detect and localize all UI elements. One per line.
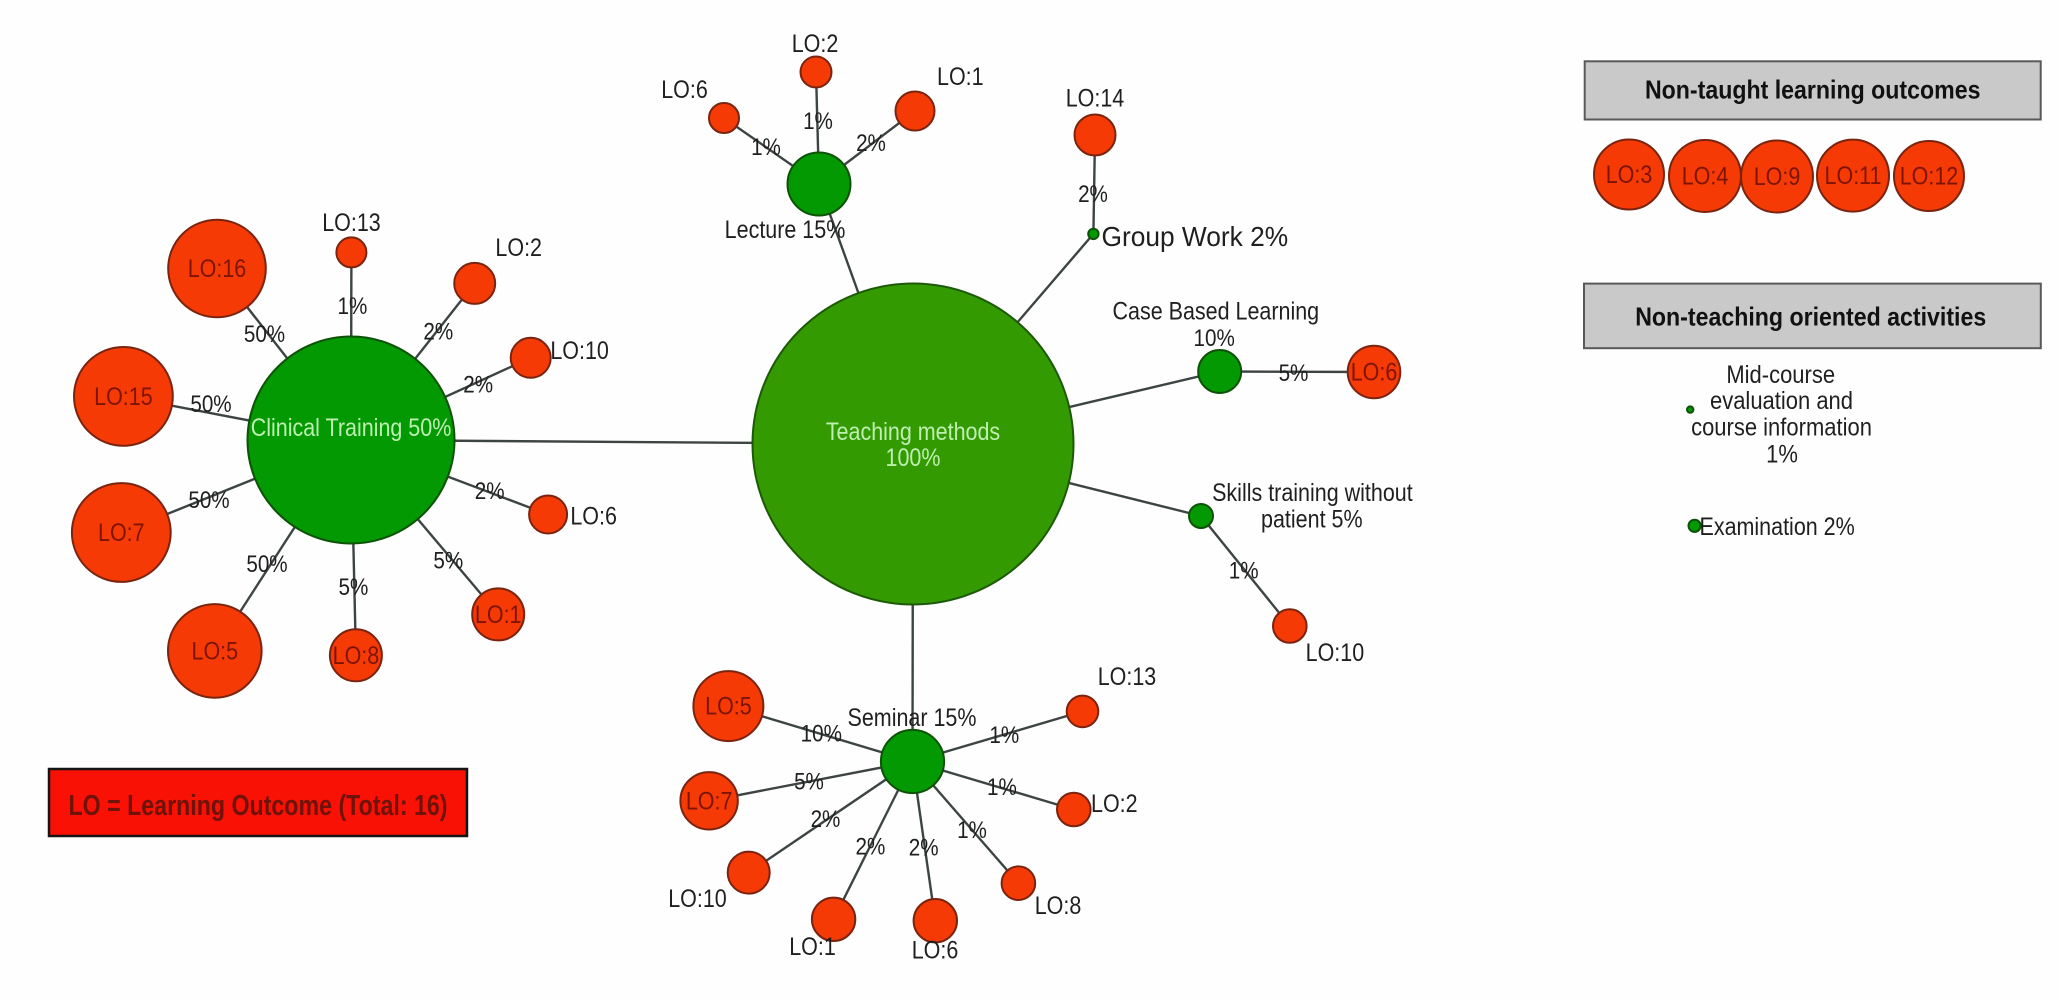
svg-text:2%: 2%: [856, 130, 886, 157]
svg-text:10%: 10%: [1194, 325, 1235, 352]
svg-text:2%: 2%: [909, 834, 939, 861]
svg-text:LO:12: LO:12: [1900, 162, 1959, 190]
svg-text:Non-taught learning outcomes: Non-taught learning outcomes: [1645, 77, 1981, 106]
svg-text:1%: 1%: [989, 722, 1019, 749]
svg-text:1%: 1%: [337, 292, 367, 319]
svg-text:LO:10: LO:10: [1306, 639, 1365, 667]
svg-text:LO:1: LO:1: [937, 63, 984, 91]
svg-text:LO:8: LO:8: [1035, 891, 1082, 919]
svg-text:Lecture 15%: Lecture 15%: [725, 215, 846, 243]
svg-text:LO:9: LO:9: [1754, 162, 1801, 190]
svg-text:LO:5: LO:5: [192, 637, 239, 665]
svg-text:Non-teaching oriented activiti: Non-teaching oriented activities: [1635, 303, 1986, 332]
svg-text:LO:13: LO:13: [322, 208, 381, 236]
svg-text:LO:1: LO:1: [475, 600, 522, 628]
svg-text:LO:7: LO:7: [686, 787, 733, 815]
svg-text:5%: 5%: [1279, 360, 1309, 387]
svg-text:5%: 5%: [794, 768, 824, 795]
svg-text:1%: 1%: [803, 108, 833, 135]
svg-text:1%: 1%: [751, 134, 781, 161]
svg-text:Skills training without: Skills training without: [1212, 479, 1413, 507]
svg-text:2%: 2%: [811, 806, 841, 833]
svg-text:evaluation and: evaluation and: [1710, 387, 1853, 415]
svg-text:2%: 2%: [475, 478, 505, 505]
svg-text:LO:10: LO:10: [550, 336, 609, 364]
svg-text:LO:2: LO:2: [495, 233, 542, 261]
svg-text:100%: 100%: [886, 443, 941, 471]
svg-text:LO:7: LO:7: [98, 518, 145, 546]
svg-text:50%: 50%: [244, 321, 285, 348]
svg-text:2%: 2%: [423, 318, 453, 345]
svg-text:LO:14: LO:14: [1066, 84, 1125, 112]
svg-text:Seminar 15%: Seminar 15%: [848, 703, 977, 731]
svg-text:LO:8: LO:8: [333, 641, 380, 669]
svg-text:2%: 2%: [463, 371, 493, 398]
svg-text:Teaching methods: Teaching methods: [826, 417, 1000, 445]
svg-text:1%: 1%: [987, 773, 1017, 800]
svg-text:50%: 50%: [246, 551, 287, 578]
svg-text:LO:2: LO:2: [792, 29, 839, 57]
svg-text:Mid-course: Mid-course: [1726, 361, 1835, 389]
svg-text:LO:3: LO:3: [1606, 160, 1653, 188]
svg-text:50%: 50%: [190, 391, 231, 418]
svg-text:Case Based Learning: Case Based Learning: [1112, 297, 1319, 325]
svg-text:Group Work 2%: Group Work 2%: [1102, 220, 1289, 252]
svg-text:2%: 2%: [855, 833, 885, 860]
svg-text:LO:6: LO:6: [570, 502, 617, 530]
svg-text:LO:15: LO:15: [94, 382, 153, 410]
svg-text:LO:6: LO:6: [661, 75, 708, 103]
svg-text:LO:11: LO:11: [1825, 162, 1882, 190]
svg-text:Clinical Training 50%: Clinical Training 50%: [251, 413, 452, 441]
svg-text:course information: course information: [1691, 413, 1872, 441]
svg-text:LO:6: LO:6: [1351, 358, 1398, 386]
svg-text:10%: 10%: [801, 720, 842, 747]
svg-text:2%: 2%: [1078, 181, 1108, 208]
svg-text:LO:5: LO:5: [705, 692, 752, 720]
svg-text:1%: 1%: [957, 816, 987, 843]
svg-text:LO:6: LO:6: [912, 936, 959, 964]
svg-text:50%: 50%: [188, 487, 229, 514]
svg-text:LO:13: LO:13: [1098, 662, 1157, 690]
svg-text:LO:2: LO:2: [1091, 789, 1138, 817]
svg-text:1%: 1%: [1229, 557, 1259, 584]
svg-text:1%: 1%: [1766, 440, 1798, 468]
svg-text:patient 5%: patient 5%: [1261, 505, 1363, 533]
svg-text:5%: 5%: [338, 574, 368, 601]
svg-text:5%: 5%: [433, 547, 463, 574]
svg-text:LO:10: LO:10: [668, 884, 727, 912]
svg-text:LO = Learning Outcome (Total:: LO = Learning Outcome (Total: 16): [68, 788, 447, 821]
svg-text:Examination 2%: Examination 2%: [1700, 513, 1855, 541]
svg-text:LO:1: LO:1: [789, 932, 836, 960]
svg-text:LO:4: LO:4: [1682, 162, 1729, 190]
svg-text:LO:16: LO:16: [188, 254, 247, 282]
